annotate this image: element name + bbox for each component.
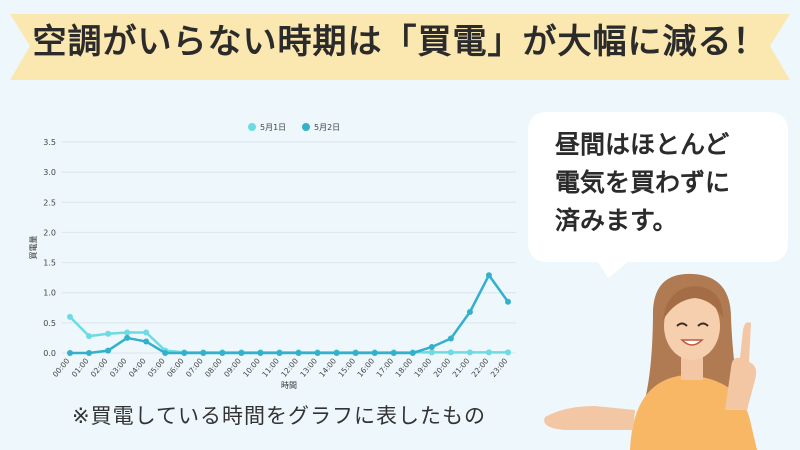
left-hand — [544, 406, 635, 430]
x-tick-label: 05:00 — [146, 356, 167, 379]
data-point — [143, 338, 150, 345]
data-point — [466, 349, 473, 356]
y-tick-label: 2.0 — [43, 228, 56, 237]
data-point — [143, 329, 150, 336]
data-point — [428, 349, 435, 356]
data-point — [505, 298, 511, 305]
x-tick-label: 01:00 — [70, 356, 91, 379]
x-tick-label: 21:00 — [451, 356, 472, 379]
data-point — [466, 309, 473, 316]
x-tick-label: 10:00 — [241, 356, 262, 379]
data-point — [314, 350, 321, 356]
line-chart: 0.00.51.01.52.02.53.03.500:0001:0002:000… — [29, 123, 516, 390]
data-point — [276, 350, 283, 356]
data-point — [333, 350, 340, 356]
x-tick-label: 17:00 — [374, 356, 395, 379]
data-point — [257, 350, 264, 356]
x-tick-label: 13:00 — [298, 356, 319, 379]
x-tick-label: 19:00 — [413, 356, 434, 379]
data-point — [485, 272, 492, 279]
data-point — [86, 350, 93, 356]
fringe — [663, 286, 723, 320]
data-point — [352, 350, 359, 356]
x-tick-label: 08:00 — [203, 356, 224, 379]
data-point — [409, 350, 416, 356]
y-tick-label: 0.0 — [43, 349, 56, 358]
legend-label: 5月2日 — [314, 123, 340, 132]
x-axis-label: 時間 — [281, 381, 297, 390]
data-point — [219, 350, 226, 356]
x-tick-label: 22:00 — [470, 356, 491, 379]
x-tick-label: 11:00 — [260, 356, 281, 379]
bubble-line: 済みます。 — [555, 206, 678, 235]
x-tick-label: 09:00 — [222, 356, 243, 379]
data-point — [447, 335, 454, 342]
x-tick-label: 07:00 — [184, 356, 205, 379]
data-point — [162, 350, 169, 356]
x-tick-label: 20:00 — [432, 356, 453, 379]
x-tick-label: 03:00 — [108, 356, 129, 379]
y-axis-label: 買電量 — [29, 236, 38, 260]
y-tick-label: 0.5 — [43, 319, 56, 328]
raised-hand — [725, 322, 757, 410]
data-point — [124, 329, 131, 336]
legend-swatch — [302, 123, 310, 131]
data-point — [67, 313, 73, 320]
data-point — [181, 350, 188, 356]
speech-bubble — [528, 112, 788, 278]
y-tick-label: 1.5 — [43, 259, 56, 268]
title-banner — [10, 14, 790, 80]
woman-illustration — [544, 273, 757, 450]
series-line — [70, 273, 510, 355]
data-point — [447, 349, 454, 356]
legend-label: 5月1日 — [260, 123, 286, 132]
x-tick-label: 02:00 — [89, 356, 110, 379]
data-point — [371, 350, 378, 356]
x-tick-label: 04:00 — [127, 356, 148, 379]
x-tick-label: 23:00 — [489, 356, 510, 379]
footnote: ※買電している時間をグラフに表したもの — [72, 404, 486, 428]
smile — [680, 339, 704, 346]
banner-ribbon — [10, 14, 790, 80]
y-tick-label: 1.0 — [43, 289, 56, 298]
x-tick-label: 12:00 — [279, 356, 300, 379]
data-point — [295, 350, 302, 356]
y-tick-label: 3.0 — [43, 168, 56, 177]
eye — [697, 322, 709, 327]
legend-swatch — [248, 123, 256, 131]
bubble-line: 電気を買わずに — [555, 168, 731, 197]
x-tick-label: 15:00 — [336, 356, 357, 379]
data-point — [105, 347, 112, 354]
y-tick-label: 2.5 — [43, 198, 56, 207]
data-point — [428, 343, 435, 350]
y-tick-label: 3.5 — [43, 138, 56, 147]
x-tick-label: 16:00 — [355, 356, 376, 379]
data-point — [390, 350, 397, 356]
data-point — [124, 334, 131, 341]
data-point — [86, 333, 93, 340]
data-point — [485, 349, 492, 356]
series-line — [69, 315, 508, 354]
face — [664, 292, 720, 360]
bubble-text: 昼間はほとんど 電気を買わずに 済みます。 — [555, 126, 775, 240]
data-point — [238, 350, 245, 356]
shirt — [630, 375, 757, 450]
eye — [676, 322, 688, 327]
x-tick-label: 18:00 — [394, 356, 415, 379]
data-point — [200, 350, 207, 356]
page-title: 空調がいらない時期は「買電」が大幅に減る！ — [32, 22, 768, 62]
x-tick-label: 06:00 — [165, 356, 186, 379]
data-point — [505, 349, 511, 356]
data-point — [67, 350, 73, 356]
x-tick-label: 00:00 — [51, 356, 72, 379]
bubble-line: 昼間はほとんど — [555, 130, 730, 159]
x-tick-label: 14:00 — [317, 356, 338, 379]
data-point — [105, 330, 112, 337]
